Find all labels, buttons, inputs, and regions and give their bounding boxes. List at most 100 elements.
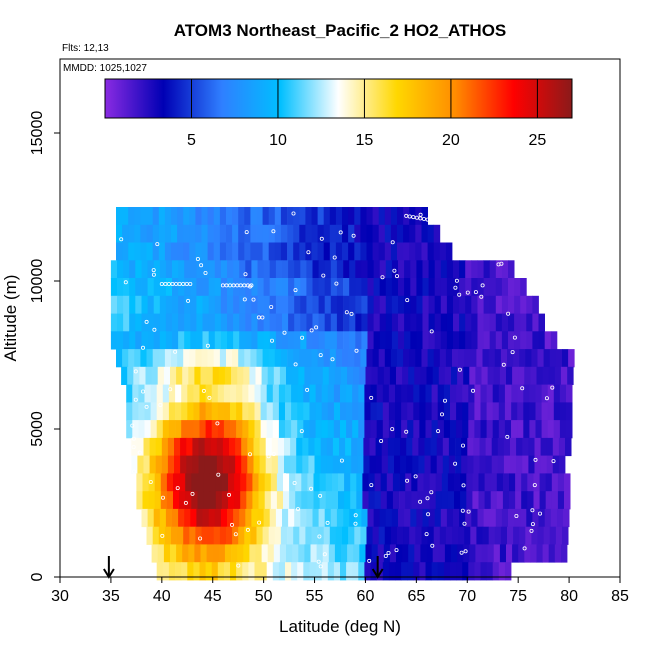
heatmap-cell: [250, 207, 257, 226]
heatmap-cell: [542, 544, 550, 563]
heatmap-cell: [312, 260, 319, 279]
heatmap-cell: [335, 224, 343, 243]
heatmap-cell: [550, 508, 558, 528]
heatmap-cell: [340, 562, 347, 581]
heatmap-cell: [445, 349, 453, 368]
heatmap-cell: [370, 420, 377, 439]
heatmap-cell: [441, 491, 449, 510]
heatmap-cell: [436, 437, 444, 457]
heatmap-cell: [532, 295, 539, 314]
measurement-point: [131, 445, 136, 450]
measurement-point: [220, 283, 225, 288]
heatmap-cell: [495, 331, 503, 350]
heatmap-cell: [422, 278, 429, 297]
measurement-point: [510, 350, 515, 355]
heatmap-cell: [397, 242, 404, 261]
heatmap-cell: [468, 420, 475, 439]
heatmap-cell: [475, 366, 482, 385]
heatmap-cell: [219, 224, 227, 243]
heatmap-cell: [416, 313, 423, 332]
heatmap-cell: [246, 473, 253, 492]
heatmap-cell: [371, 544, 379, 563]
heatmap-cell: [325, 491, 333, 510]
heatmap-cell: [132, 420, 139, 439]
measurement-point: [249, 283, 254, 288]
heatmap-cell: [248, 384, 255, 403]
heatmap-cell: [177, 242, 184, 261]
heatmap-cell: [135, 295, 142, 314]
heatmap-cell: [159, 278, 167, 297]
heatmap-cell: [427, 349, 435, 368]
heatmap-cell: [187, 402, 194, 421]
heatmap-cell: [536, 544, 543, 563]
heatmap-cell: [367, 260, 374, 279]
heatmap-cell: [430, 437, 438, 457]
measurement-point: [338, 230, 343, 235]
heatmap-cell: [212, 366, 220, 385]
measurement-point: [462, 521, 467, 526]
heatmap-cell: [207, 526, 215, 545]
heatmap-cell: [471, 313, 478, 332]
heatmap-cell: [407, 420, 414, 439]
heatmap-cell: [483, 508, 491, 528]
heatmap-cell: [178, 508, 185, 528]
heatmap-cell: [550, 331, 558, 350]
heatmap-cell: [232, 242, 239, 261]
heatmap-cell: [410, 278, 417, 297]
heatmap-cell: [403, 207, 410, 226]
heatmap-cell: [494, 526, 502, 545]
heatmap-cell: [401, 402, 408, 421]
measurement-point: [293, 362, 298, 367]
heatmap-cell: [233, 260, 240, 279]
heatmap-cell: [355, 313, 362, 332]
heatmap-cell: [399, 491, 406, 510]
heatmap-cell: [110, 331, 118, 350]
heatmap-cell: [343, 331, 350, 350]
measurement-point: [334, 281, 339, 286]
heatmap-cell: [440, 295, 448, 314]
heatmap-cell: [161, 455, 169, 474]
heatmap-cell: [204, 437, 212, 457]
heatmap-cell: [415, 526, 422, 545]
heatmap-cell: [372, 242, 380, 261]
heatmap-cell: [272, 384, 280, 403]
heatmap-cell: [446, 278, 454, 297]
heatmap-cell: [345, 455, 352, 474]
measurement-point: [260, 315, 265, 320]
heatmap-cell: [264, 473, 272, 492]
heatmap-cell: [214, 331, 222, 350]
heatmap-cell: [376, 562, 384, 581]
heatmap-cell: [299, 224, 306, 243]
heatmap-cell: [348, 242, 355, 261]
colorbar-tick-label: 10: [269, 132, 287, 149]
heatmap-cell: [228, 473, 235, 492]
heatmap-cell: [191, 473, 198, 492]
heatmap-cell: [421, 242, 428, 261]
measurement-point: [496, 262, 501, 267]
heatmap-cell: [263, 278, 271, 297]
heatmap-cell: [230, 402, 237, 421]
heatmap-cell: [277, 455, 285, 474]
heatmap-cell: [187, 562, 194, 581]
heatmap-cell: [172, 508, 179, 528]
heatmap-cell: [468, 402, 475, 421]
heatmap-cell: [389, 544, 397, 563]
heatmap-cell: [311, 207, 318, 226]
measurement-point: [413, 474, 418, 479]
heatmap-cell: [189, 526, 196, 545]
heatmap-cell: [299, 207, 306, 226]
measurement-point: [144, 404, 149, 409]
heatmap-cell: [465, 295, 472, 314]
heatmap-cell: [196, 295, 203, 314]
heatmap-cell: [456, 384, 463, 403]
measurement-point: [325, 520, 330, 525]
measurement-point: [436, 219, 441, 224]
heatmap-cell: [181, 562, 188, 581]
heatmap-cell: [518, 366, 525, 385]
heatmap-cell: [362, 473, 369, 492]
heatmap-cell: [376, 420, 384, 439]
heatmap-cell: [495, 313, 503, 332]
heatmap-cell: [440, 331, 448, 350]
heatmap-cell: [330, 508, 338, 528]
heatmap-cell: [219, 526, 227, 545]
